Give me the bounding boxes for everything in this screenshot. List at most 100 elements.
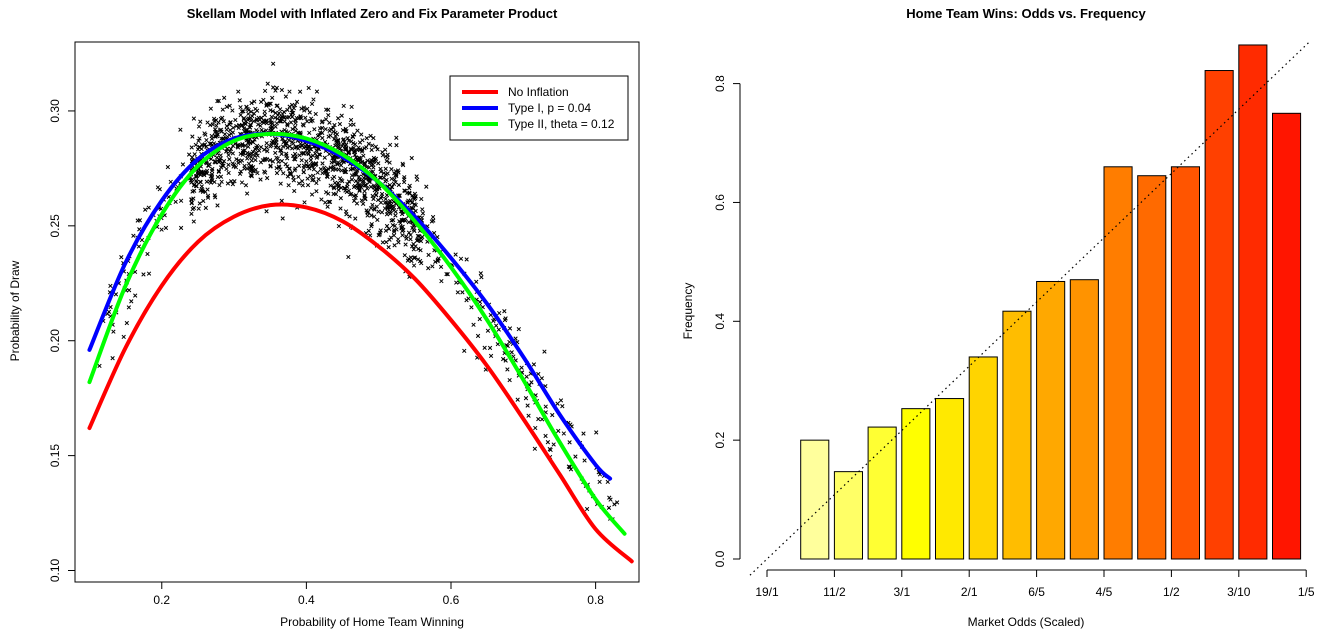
- scatter-point: [279, 182, 283, 186]
- right-chart-title: Home Team Wins: Odds vs. Frequency: [906, 6, 1146, 21]
- scatter-point: [393, 243, 397, 247]
- scatter-point: [223, 132, 227, 136]
- scatter-point: [271, 86, 275, 90]
- scatter-point: [333, 181, 337, 185]
- scatter-point: [222, 119, 226, 123]
- scatter-point: [510, 351, 514, 355]
- scatter-point: [129, 300, 133, 304]
- scatter-point: [302, 170, 306, 174]
- scatter-point: [425, 185, 429, 189]
- scatter-point: [392, 234, 396, 238]
- scatter-point: [313, 127, 317, 131]
- scatter-point: [217, 121, 221, 125]
- scatter-point: [197, 207, 201, 211]
- scatter-point: [133, 294, 137, 298]
- scatter-point: [246, 112, 250, 116]
- left-y-tick-label: 0.10: [48, 559, 62, 583]
- scatter-point: [263, 89, 267, 93]
- scatter-point: [259, 178, 263, 182]
- scatter-point: [361, 202, 365, 206]
- scatter-point: [339, 196, 343, 200]
- scatter-point: [240, 181, 244, 185]
- scatter-point: [456, 291, 460, 295]
- scatter-point: [226, 182, 230, 186]
- scatter-point: [201, 199, 205, 203]
- scatter-point: [277, 160, 281, 164]
- scatter-point: [416, 258, 420, 262]
- scatter-point: [300, 179, 304, 183]
- scatter-point: [486, 329, 490, 333]
- scatter-point: [169, 180, 173, 184]
- scatter-point: [125, 321, 129, 325]
- scatter-point: [287, 183, 291, 187]
- scatter-point: [384, 180, 388, 184]
- scatter-point: [300, 158, 304, 162]
- scatter-point: [367, 142, 371, 146]
- scatter-point: [205, 169, 209, 173]
- left-x-tick-label: 0.4: [298, 593, 315, 607]
- scatter-point: [197, 125, 201, 129]
- scatter-point: [263, 110, 267, 114]
- scatter-point: [497, 328, 501, 332]
- scatter-point: [526, 404, 530, 408]
- scatter-point: [350, 105, 354, 109]
- scatter-point: [415, 175, 419, 179]
- right-x-tick-label: 1/5: [1298, 585, 1315, 599]
- scatter-point: [147, 272, 151, 276]
- scatter-point: [454, 253, 458, 257]
- scatter-point: [205, 138, 209, 142]
- scatter-point: [263, 171, 267, 175]
- right-bar-chart: Home Team Wins: Odds vs. Frequency Marke…: [681, 6, 1315, 629]
- scatter-point: [109, 284, 113, 288]
- scatter-point: [420, 208, 424, 212]
- left-x-axis-label: Probability of Home Team Winning: [280, 615, 464, 629]
- scatter-point: [380, 192, 384, 196]
- scatter-point: [410, 156, 414, 160]
- scatter-point: [404, 243, 408, 247]
- scatter-point: [303, 201, 307, 205]
- scatter-point: [107, 310, 111, 314]
- scatter-point: [245, 192, 249, 196]
- scatter-point: [359, 133, 363, 137]
- scatter-point: [362, 154, 366, 158]
- scatter-point: [295, 100, 299, 104]
- left-x-tick-label: 0.8: [587, 593, 604, 607]
- legend-label-type-i: Type I, p = 0.04: [508, 101, 591, 115]
- scatter-point: [459, 257, 463, 261]
- scatter-point: [222, 96, 226, 100]
- scatter-point: [174, 200, 178, 204]
- scatter-point: [527, 414, 531, 418]
- right-x-tick-label: 1/2: [1163, 585, 1180, 599]
- scatter-point: [280, 152, 284, 156]
- right-x-tick-label: 11/2: [823, 585, 846, 599]
- scatter-point: [286, 108, 290, 112]
- legend: No Inflation Type I, p = 0.04 Type II, t…: [450, 76, 628, 140]
- scatter-point: [237, 161, 241, 165]
- bar: [902, 409, 930, 559]
- scatter-point: [594, 431, 598, 435]
- scatter-point: [239, 105, 243, 109]
- scatter-point: [544, 405, 548, 409]
- scatter-point: [249, 155, 253, 159]
- scatter-point: [348, 215, 352, 219]
- left-x-tick-label: 0.2: [153, 593, 170, 607]
- scatter-point: [350, 178, 354, 182]
- scatter-point: [574, 455, 578, 459]
- scatter-point: [372, 166, 376, 170]
- right-y-tick-label: 0.0: [713, 550, 727, 567]
- scatter-point: [338, 122, 342, 126]
- scatter-point: [147, 206, 151, 210]
- scatter-point: [289, 121, 293, 125]
- scatter-point: [370, 144, 374, 148]
- scatter-point: [313, 152, 317, 156]
- scatter-point: [252, 119, 256, 123]
- scatter-point: [281, 217, 285, 221]
- scatter-point: [331, 177, 335, 181]
- scatter-point: [543, 350, 547, 354]
- scatter-point: [312, 168, 316, 172]
- right-y-axis: 0.0 0.2 0.4 0.6 0.8: [713, 75, 740, 567]
- bar: [936, 399, 964, 559]
- scatter-point: [280, 159, 284, 163]
- scatter-point: [395, 136, 399, 140]
- scatter-point: [244, 183, 248, 187]
